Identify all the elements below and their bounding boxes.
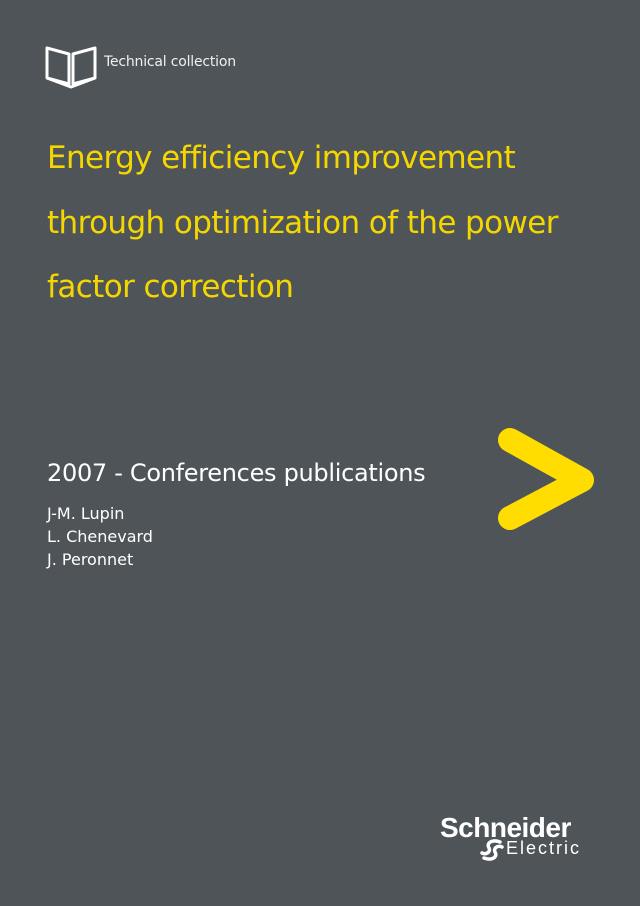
title-line: factor correction	[47, 269, 294, 305]
author: J. Peronnet	[47, 550, 134, 569]
collection-label: Technical collection	[104, 54, 236, 70]
schneider-electric-logo: Schneider Electric	[440, 812, 600, 862]
open-book-icon	[45, 46, 97, 89]
publication-subtitle: 2007 - Conferences publications	[47, 459, 426, 487]
title-line: through optimization of the power	[47, 204, 558, 241]
logo-name: Schneider	[440, 812, 571, 843]
author: L. Chenevard	[47, 527, 153, 546]
chevron-right-icon	[498, 428, 594, 530]
document-title: Energy efficiency improvement through op…	[47, 126, 617, 320]
logo-mark-icon	[480, 839, 504, 861]
author-list: J-M. Lupin L. Chenevard J. Peronnet	[47, 502, 153, 571]
logo-sub: Electric	[506, 838, 582, 858]
title-line: Energy efficiency improvement	[47, 140, 516, 176]
author: J-M. Lupin	[47, 504, 125, 523]
